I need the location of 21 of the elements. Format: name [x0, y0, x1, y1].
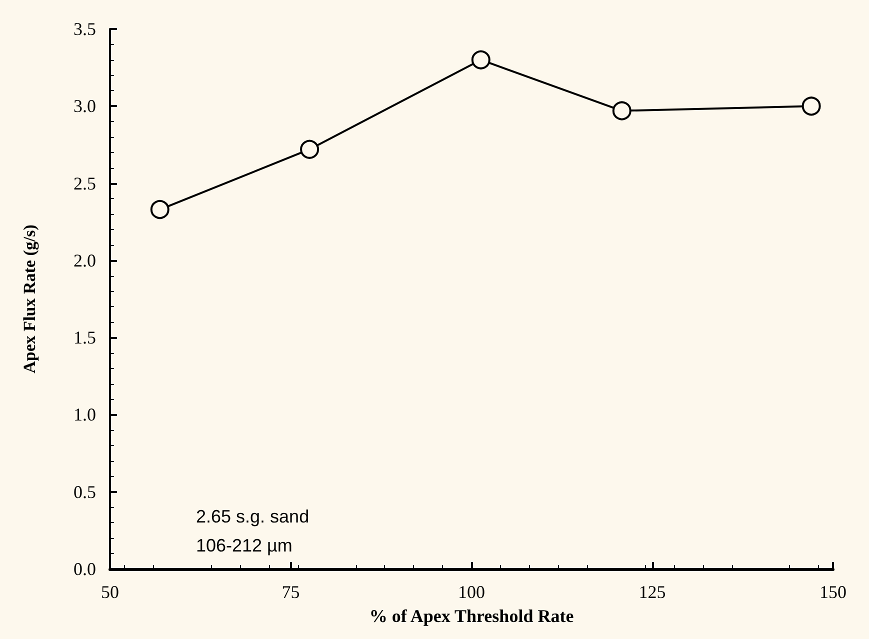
x-tick-label: 100 — [458, 582, 485, 602]
point — [612, 101, 632, 120]
y-tick-label: 3.0 — [74, 96, 96, 116]
point — [471, 50, 490, 70]
x-axis-title: % of Apex Threshold Rate — [369, 606, 574, 626]
x-tick-label: 150 — [820, 582, 846, 602]
annotation: 2.65 s.g. sand 106-212 µm — [196, 506, 310, 556]
point — [150, 200, 170, 220]
y-tick-label: 2.0 — [74, 250, 96, 270]
y-axis-title: Apex Flux Rate (g/s) — [20, 224, 39, 374]
point — [802, 96, 821, 116]
y-tick-label: 0.5 — [74, 482, 96, 502]
x-tick-label: 125 — [638, 582, 666, 602]
y-tick-label: 2.5 — [74, 173, 96, 194]
y-tick-label: 1.0 — [74, 404, 96, 425]
x-tick-label: 75 — [282, 582, 300, 602]
y-tick-label: 1.5 — [74, 328, 96, 348]
y-tick-label: 0.0 — [74, 559, 96, 579]
y-tick-label: 3.5 — [74, 19, 96, 39]
x-tick-label: 50 — [101, 582, 119, 602]
point — [300, 140, 320, 159]
